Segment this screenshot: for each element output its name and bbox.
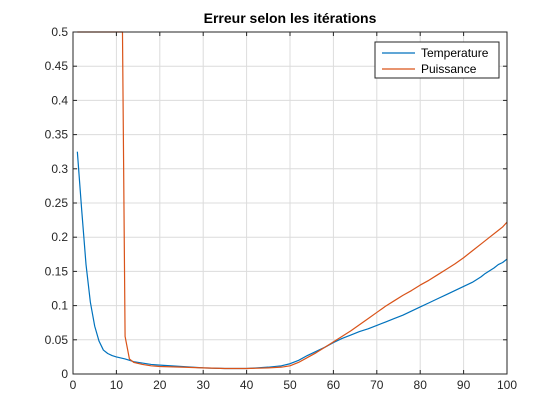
y-tick-label: 0.3 bbox=[51, 162, 68, 176]
x-tick-label: 0 bbox=[70, 378, 77, 392]
x-tick-label: 20 bbox=[153, 378, 167, 392]
legend[interactable]: Temperature Puissance bbox=[374, 41, 500, 79]
legend-label-temperature: Temperature bbox=[421, 46, 489, 60]
y-tick-label: 0.45 bbox=[45, 59, 69, 73]
x-tick-label: 80 bbox=[414, 378, 428, 392]
x-tick-label: 60 bbox=[327, 378, 341, 392]
grid-lines bbox=[73, 32, 507, 374]
x-tick-label: 50 bbox=[283, 378, 297, 392]
x-tick-label: 70 bbox=[370, 378, 384, 392]
y-tick-label: 0.4 bbox=[51, 93, 68, 107]
y-tick-label: 0.25 bbox=[45, 196, 69, 210]
y-tick-label: 0.15 bbox=[45, 264, 69, 278]
chart-title: Erreur selon les itérations bbox=[204, 10, 377, 26]
y-tick-label: 0.2 bbox=[51, 230, 68, 244]
legend-label-puissance: Puissance bbox=[421, 62, 477, 76]
tick-labels: 0 10 20 30 40 50 60 70 80 90 100 0 0.05 0.1 0.15 0.2 0.2… bbox=[45, 25, 518, 392]
y-tick-label: 0.05 bbox=[45, 333, 69, 347]
x-tick-label: 10 bbox=[110, 378, 124, 392]
legend-box bbox=[374, 41, 500, 79]
y-tick-label: 0.1 bbox=[51, 299, 68, 313]
y-tick-label: 0 bbox=[61, 367, 68, 381]
x-tick-label: 40 bbox=[240, 378, 254, 392]
x-tick-label: 90 bbox=[457, 378, 471, 392]
y-tick-label: 0.35 bbox=[45, 128, 69, 142]
x-tick-label: 100 bbox=[497, 378, 517, 392]
y-tick-label: 0.5 bbox=[51, 25, 68, 39]
x-tick-label: 30 bbox=[197, 378, 211, 392]
tick-marks bbox=[72, 31, 508, 375]
